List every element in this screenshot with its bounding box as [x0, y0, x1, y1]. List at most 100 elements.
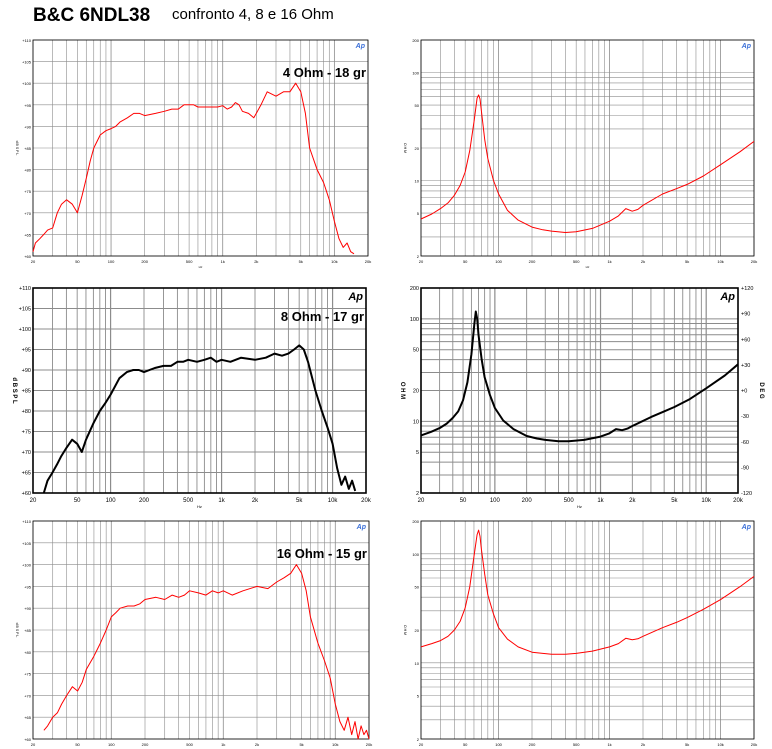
x-tick-label: 10k	[328, 498, 339, 504]
x-tick-label: 5k	[299, 742, 303, 747]
plot-grid	[420, 520, 755, 740]
y-tick-label: 100	[410, 317, 419, 323]
x-tick-label: 20	[31, 259, 36, 264]
x-tick-label: 200	[529, 259, 536, 264]
y-tick-label: +85	[24, 628, 32, 633]
x-tick-label: 20	[31, 742, 36, 747]
x-tick-label: 50	[460, 498, 467, 504]
y-tick-label: +95	[22, 348, 31, 354]
x-tick-label: 1k	[607, 742, 611, 747]
x-axis-label: Hz	[197, 504, 202, 509]
y-right-tick-label: +30	[741, 363, 750, 369]
y-tick-label: 5	[417, 694, 420, 699]
x-tick-label: 500	[183, 498, 194, 504]
plot-frame	[420, 520, 755, 740]
ap-logo: Ap	[356, 524, 367, 531]
plot-frame	[420, 287, 739, 494]
plot-grid	[420, 287, 739, 494]
x-tick-label: 20	[30, 498, 37, 504]
y-tick-label: +75	[24, 672, 32, 677]
y-tick-label: +95	[24, 103, 32, 108]
x-axis-label: Hz	[577, 504, 582, 509]
plot-frame	[420, 39, 755, 257]
x-tick-label: 100	[106, 498, 117, 504]
series-line	[42, 344, 357, 494]
y-tick-label: 50	[415, 103, 420, 108]
page-header: B&C 6NDL38 confronto 4, 8 e 16 Ohm	[0, 0, 772, 30]
y-axis-label: O H M	[403, 625, 407, 635]
y-tick-label: +60	[22, 491, 31, 497]
page-title: B&C 6NDL38	[33, 5, 151, 26]
plot-grid	[32, 520, 370, 740]
x-tick-label: 100	[495, 742, 502, 747]
x-tick-label: 10k	[701, 498, 712, 504]
x-tick-label: 1k	[597, 498, 604, 504]
x-tick-label: 50	[463, 742, 468, 747]
x-tick-label: 20k	[733, 498, 744, 504]
chart-annotation-label: 16 Ohm - 15 gr	[277, 546, 367, 561]
y-tick-label: 10	[415, 661, 420, 666]
x-tick-label: 1k	[607, 259, 611, 264]
y-tick-label: +85	[22, 389, 31, 395]
y-tick-label: +105	[22, 60, 32, 65]
y-tick-label: +105	[19, 307, 31, 313]
y-tick-label: 100	[412, 552, 419, 557]
y-tick-label: +80	[22, 409, 31, 415]
x-tick-label: 10k	[717, 742, 723, 747]
x-tick-label: 500	[186, 742, 193, 747]
plot-frame	[32, 39, 369, 257]
x-tick-label: 10k	[332, 742, 338, 747]
plot-frame	[32, 287, 367, 494]
y-tick-label: +75	[24, 189, 32, 194]
x-axis-label: Hz	[199, 265, 203, 269]
plot-grid	[420, 39, 755, 257]
x-tick-label: 2k	[252, 498, 259, 504]
x-tick-label: 50	[75, 742, 80, 747]
x-tick-label: 5k	[685, 259, 689, 264]
impedance-chart-4ohm: 20 50 100 200 500 1k 2k 5k 10k 20k Hz 2 5 10 20 50 100 20…	[403, 38, 757, 269]
y-tick-label: +60	[24, 737, 32, 742]
y-right-tick-label: -30	[741, 414, 749, 420]
x-tick-label: 20k	[366, 742, 372, 747]
y-tick-label: 10	[413, 419, 419, 425]
y-tick-label: +70	[22, 450, 31, 456]
ap-logo: Ap	[355, 43, 366, 50]
y-tick-label: +105	[22, 541, 32, 546]
ap-logo: Ap	[347, 291, 363, 303]
ap-logo: Ap	[741, 43, 752, 50]
x-tick-label: 5k	[299, 259, 303, 264]
y-tick-label: +60	[24, 254, 32, 259]
y-tick-label: +80	[24, 650, 32, 655]
y-axis-label: d B S P L	[15, 141, 19, 156]
x-tick-label: 10k	[717, 259, 723, 264]
x-tick-label: 100	[108, 259, 115, 264]
x-tick-label: 500	[573, 742, 580, 747]
series-line	[43, 564, 370, 740]
y-tick-label: 10	[415, 179, 420, 184]
y-tick-label: 100	[412, 71, 419, 76]
y-right-tick-label: -60	[741, 440, 749, 446]
x-tick-label: 20	[418, 498, 425, 504]
x-tick-label: 500	[186, 259, 193, 264]
x-tick-label: 5k	[296, 498, 303, 504]
x-tick-label: 500	[564, 498, 575, 504]
y-tick-label: 50	[415, 585, 420, 590]
x-tick-label: 1k	[221, 742, 225, 747]
chart-annotation-label: 4 Ohm - 18 gr	[283, 65, 366, 80]
y-tick-label: 2	[417, 737, 420, 742]
plot-frame	[32, 520, 370, 740]
x-tick-label: 100	[490, 498, 501, 504]
y-tick-label: +70	[24, 211, 32, 216]
x-tick-label: 50	[463, 259, 468, 264]
x-tick-label: 2k	[254, 259, 258, 264]
x-tick-label: 200	[139, 498, 150, 504]
y-tick-label: 5	[416, 450, 419, 456]
x-tick-label: 20k	[751, 742, 757, 747]
y-tick-label: +65	[24, 232, 32, 237]
x-tick-label: 20k	[361, 498, 372, 504]
x-tick-label: 500	[573, 259, 580, 264]
x-tick-label: 200	[141, 259, 148, 264]
y-tick-label: +90	[24, 606, 32, 611]
ap-logo: Ap	[741, 524, 752, 531]
y-tick-label: 200	[410, 286, 419, 292]
